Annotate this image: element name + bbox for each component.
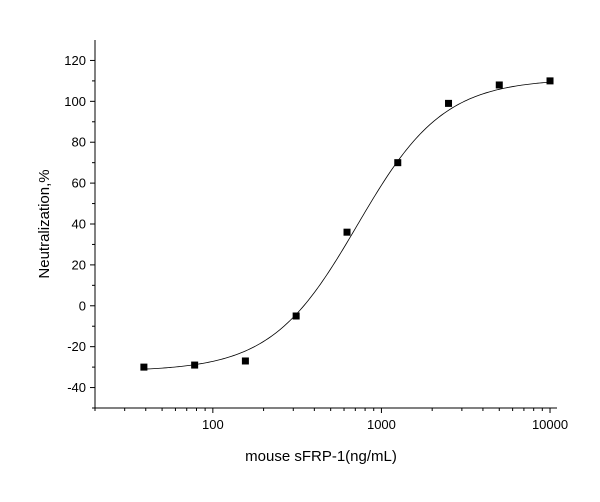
x-tick-label: 10000 — [532, 417, 568, 432]
data-points — [140, 77, 554, 371]
y-tick-label: 120 — [64, 53, 86, 68]
fit-curve — [143, 81, 551, 370]
y-tick-label: 0 — [79, 298, 86, 313]
y-tick-label: 80 — [72, 135, 86, 150]
data-point — [495, 81, 503, 89]
y-tick-label: 100 — [64, 94, 86, 109]
y-tick-label: -20 — [67, 339, 86, 354]
x-tick-label: 1000 — [367, 417, 396, 432]
data-point — [394, 159, 402, 167]
y-tick-label: 60 — [72, 176, 86, 191]
data-point — [241, 357, 249, 365]
data-point — [546, 77, 554, 85]
x-axis-title: mouse sFRP-1(ng/mL) — [245, 448, 397, 465]
data-point — [140, 363, 148, 371]
axis-labels: -40 -20 0 20 40 60 80 100 120 100 1000 10000 mouse s… — [36, 53, 568, 465]
fit-curve-group — [143, 81, 551, 370]
data-point — [445, 99, 453, 107]
data-point — [343, 228, 351, 236]
y-tick-label: -40 — [67, 380, 86, 395]
data-point — [292, 312, 300, 320]
y-axis-title: Neutralization,% — [36, 169, 53, 278]
y-tick-label: 20 — [72, 257, 86, 272]
x-tick-label: 100 — [202, 417, 224, 432]
axes — [90, 40, 557, 413]
y-tick-label: 40 — [72, 217, 86, 232]
data-point — [191, 361, 199, 369]
